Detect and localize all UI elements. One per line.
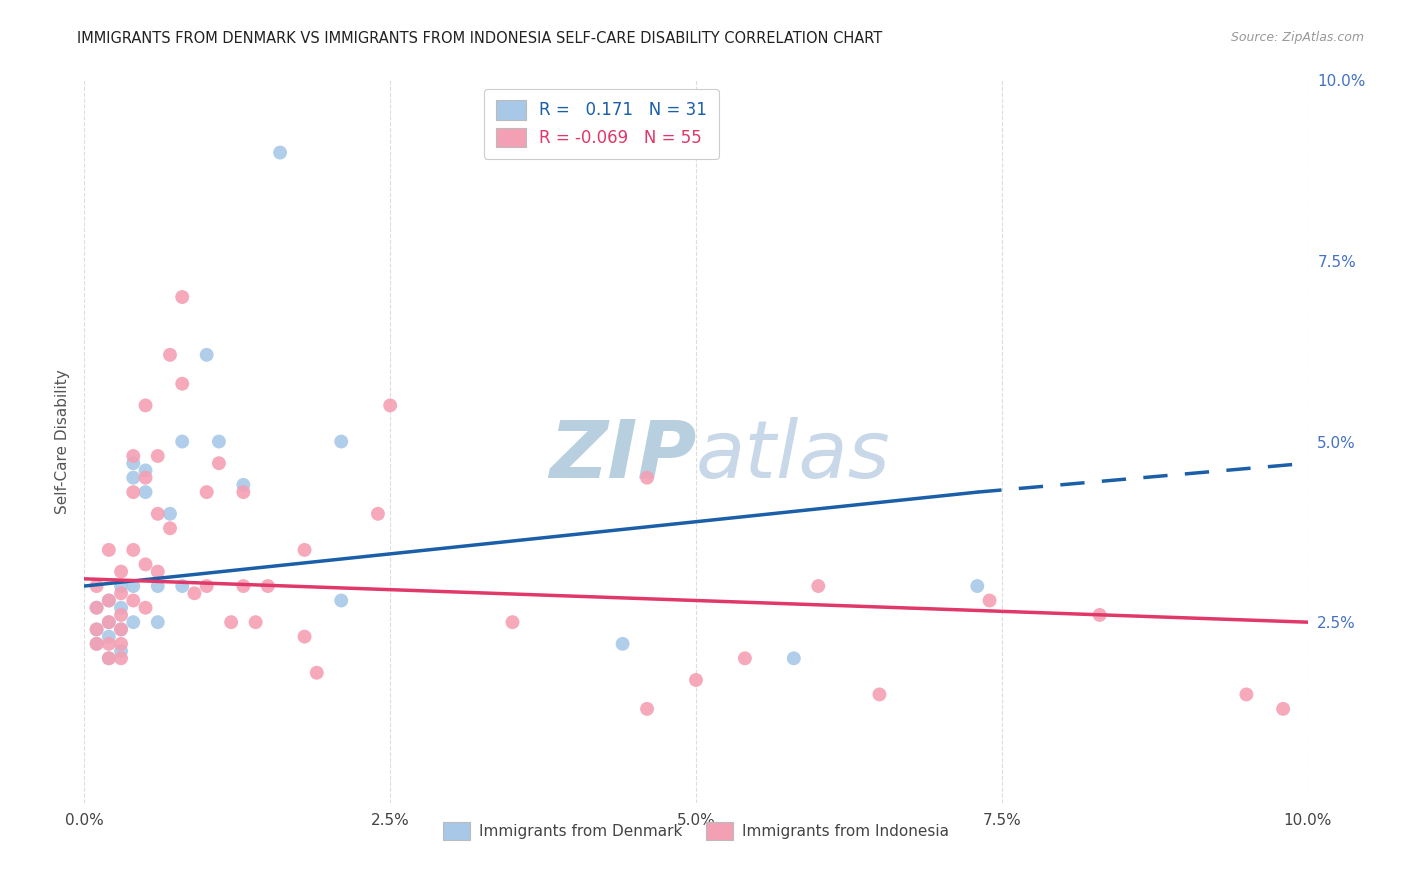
Point — [966, 579, 988, 593]
Point — [195, 579, 218, 593]
Point — [97, 593, 120, 607]
Point — [135, 398, 157, 412]
Point — [110, 637, 132, 651]
Point — [110, 623, 132, 637]
Point — [159, 507, 181, 521]
Point — [172, 376, 194, 391]
Legend: Immigrants from Denmark, Immigrants from Indonesia: Immigrants from Denmark, Immigrants from… — [436, 816, 956, 846]
Point — [219, 615, 242, 630]
Point — [110, 586, 132, 600]
Point — [685, 673, 707, 687]
Point — [305, 665, 328, 680]
Point — [86, 637, 108, 651]
Point — [86, 637, 108, 651]
Point — [86, 579, 108, 593]
Point — [86, 600, 108, 615]
Point — [122, 449, 145, 463]
Point — [122, 542, 145, 557]
Point — [330, 434, 353, 449]
Point — [232, 478, 254, 492]
Point — [97, 651, 120, 665]
Point — [172, 434, 194, 449]
Point — [110, 644, 132, 658]
Point — [869, 687, 891, 701]
Point — [294, 542, 316, 557]
Point — [208, 434, 231, 449]
Point — [110, 600, 132, 615]
Point — [159, 348, 181, 362]
Point — [159, 521, 181, 535]
Point — [734, 651, 756, 665]
Point — [122, 456, 145, 470]
Point — [807, 579, 830, 593]
Point — [232, 579, 254, 593]
Point — [135, 600, 157, 615]
Point — [232, 485, 254, 500]
Point — [135, 485, 157, 500]
Point — [97, 651, 120, 665]
Point — [146, 615, 169, 630]
Point — [110, 579, 132, 593]
Point — [1088, 607, 1111, 622]
Point — [146, 507, 169, 521]
Point — [183, 586, 205, 600]
Point — [380, 398, 402, 412]
Point — [97, 637, 120, 651]
Point — [110, 565, 132, 579]
Y-axis label: Self-Care Disability: Self-Care Disability — [55, 369, 70, 514]
Point — [146, 565, 169, 579]
Point — [330, 593, 353, 607]
Point — [195, 485, 218, 500]
Point — [122, 579, 145, 593]
Text: ZIP: ZIP — [548, 417, 696, 495]
Text: IMMIGRANTS FROM DENMARK VS IMMIGRANTS FROM INDONESIA SELF-CARE DISABILITY CORREL: IMMIGRANTS FROM DENMARK VS IMMIGRANTS FR… — [77, 31, 883, 46]
Point — [86, 600, 108, 615]
Point — [135, 471, 157, 485]
Point — [122, 615, 145, 630]
Point — [122, 593, 145, 607]
Point — [146, 579, 169, 593]
Point — [122, 485, 145, 500]
Point — [97, 630, 120, 644]
Point — [122, 471, 145, 485]
Point — [110, 607, 132, 622]
Point — [86, 623, 108, 637]
Point — [1236, 687, 1258, 701]
Point — [257, 579, 280, 593]
Point — [97, 542, 120, 557]
Point — [245, 615, 267, 630]
Point — [783, 651, 806, 665]
Point — [636, 471, 658, 485]
Point — [195, 348, 218, 362]
Point — [97, 615, 120, 630]
Point — [97, 615, 120, 630]
Point — [367, 507, 389, 521]
Text: Source: ZipAtlas.com: Source: ZipAtlas.com — [1230, 31, 1364, 45]
Point — [172, 579, 194, 593]
Point — [208, 456, 231, 470]
Point — [146, 449, 169, 463]
Point — [110, 651, 132, 665]
Point — [269, 145, 291, 160]
Point — [135, 463, 157, 477]
Point — [172, 290, 194, 304]
Point — [502, 615, 524, 630]
Point — [612, 637, 634, 651]
Point — [636, 702, 658, 716]
Point — [110, 623, 132, 637]
Point — [1272, 702, 1295, 716]
Text: atlas: atlas — [696, 417, 891, 495]
Point — [135, 558, 157, 572]
Point — [86, 623, 108, 637]
Point — [97, 593, 120, 607]
Point — [979, 593, 1001, 607]
Point — [294, 630, 316, 644]
